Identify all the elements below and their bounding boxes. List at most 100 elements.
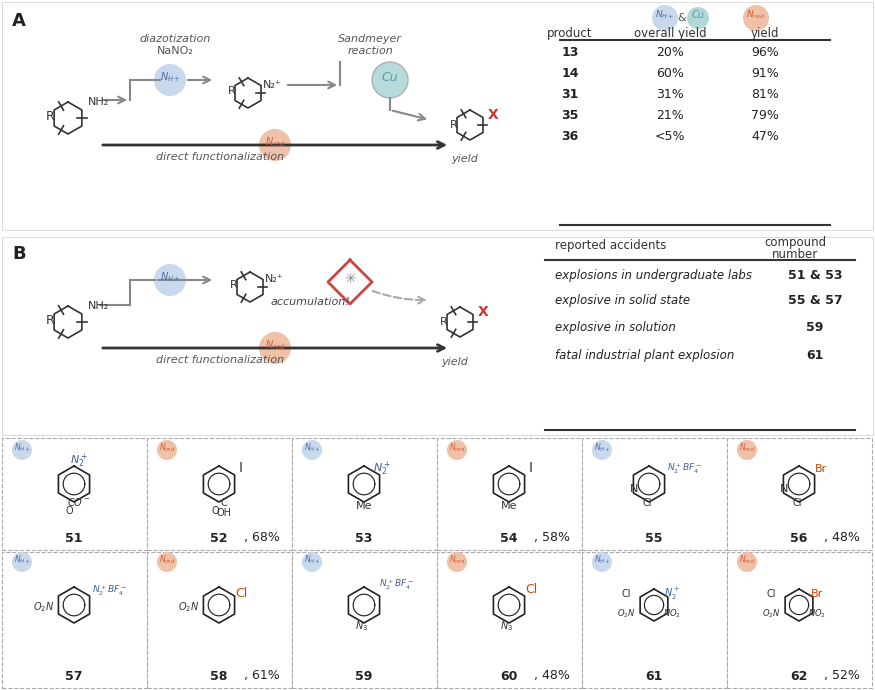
Text: $N_{H+}$: $N_{H+}$ bbox=[14, 442, 31, 454]
Text: $N_{red}$: $N_{red}$ bbox=[265, 338, 285, 352]
Text: N: N bbox=[630, 484, 638, 494]
Text: Br: Br bbox=[815, 464, 827, 474]
Circle shape bbox=[154, 264, 186, 296]
Text: R: R bbox=[230, 280, 238, 290]
Circle shape bbox=[372, 62, 408, 98]
Text: Cl: Cl bbox=[766, 589, 776, 599]
Text: 53: 53 bbox=[355, 531, 373, 544]
Text: 56: 56 bbox=[790, 531, 808, 544]
Text: Cl: Cl bbox=[525, 583, 537, 596]
Text: direct functionalization: direct functionalization bbox=[156, 152, 284, 162]
Text: Cl: Cl bbox=[642, 498, 652, 508]
Text: $N_2^+$: $N_2^+$ bbox=[70, 452, 88, 470]
Text: R: R bbox=[46, 110, 55, 123]
Text: OH: OH bbox=[216, 508, 232, 518]
Circle shape bbox=[737, 552, 757, 572]
Text: 52: 52 bbox=[210, 531, 228, 544]
Text: $N_{red}$: $N_{red}$ bbox=[449, 442, 466, 454]
Text: direct functionalization: direct functionalization bbox=[156, 355, 284, 365]
FancyBboxPatch shape bbox=[437, 552, 582, 688]
Circle shape bbox=[157, 440, 177, 460]
Text: $N_{H+}$: $N_{H+}$ bbox=[304, 442, 320, 454]
Circle shape bbox=[157, 552, 177, 572]
Text: diazotization: diazotization bbox=[139, 34, 211, 44]
Text: $N_3$: $N_3$ bbox=[355, 619, 368, 633]
Text: 79%: 79% bbox=[751, 108, 779, 121]
Text: $N_{H+}$: $N_{H+}$ bbox=[593, 554, 611, 566]
Text: overall yield: overall yield bbox=[634, 26, 706, 39]
Text: $N_{red}$: $N_{red}$ bbox=[746, 9, 766, 21]
Text: N: N bbox=[780, 484, 788, 494]
Text: $N_2^+BF_4^-$: $N_2^+BF_4^-$ bbox=[667, 462, 703, 477]
FancyBboxPatch shape bbox=[2, 2, 873, 230]
Text: 62: 62 bbox=[790, 669, 808, 682]
Text: product: product bbox=[547, 26, 592, 39]
Text: 35: 35 bbox=[562, 108, 578, 121]
Text: Me: Me bbox=[500, 501, 517, 511]
Text: 59: 59 bbox=[355, 669, 373, 682]
Circle shape bbox=[259, 332, 291, 364]
FancyBboxPatch shape bbox=[147, 438, 292, 550]
FancyBboxPatch shape bbox=[582, 438, 727, 550]
Text: 54: 54 bbox=[500, 531, 518, 544]
Circle shape bbox=[154, 64, 186, 96]
Circle shape bbox=[743, 5, 769, 31]
Text: 51: 51 bbox=[66, 531, 83, 544]
Text: 81%: 81% bbox=[751, 88, 779, 101]
Text: 21%: 21% bbox=[656, 108, 684, 121]
Circle shape bbox=[447, 440, 467, 460]
Text: R: R bbox=[46, 313, 55, 326]
Circle shape bbox=[592, 440, 612, 460]
Text: yield: yield bbox=[442, 357, 468, 367]
Text: , 61%: , 61% bbox=[244, 669, 280, 682]
Text: N₂⁺: N₂⁺ bbox=[265, 274, 284, 284]
Circle shape bbox=[12, 552, 32, 572]
Text: I: I bbox=[529, 461, 533, 475]
Circle shape bbox=[592, 552, 612, 572]
Text: ✳: ✳ bbox=[344, 272, 356, 286]
Text: compound: compound bbox=[764, 235, 826, 248]
Text: 51 & 53: 51 & 53 bbox=[788, 268, 843, 282]
Text: Cl: Cl bbox=[792, 498, 802, 508]
Text: R: R bbox=[450, 120, 458, 130]
Text: $N_{H+}$: $N_{H+}$ bbox=[593, 442, 611, 454]
Circle shape bbox=[12, 440, 32, 460]
Text: X: X bbox=[488, 108, 499, 122]
Text: &: & bbox=[677, 13, 686, 23]
Text: 96%: 96% bbox=[751, 46, 779, 59]
Text: Cu: Cu bbox=[382, 70, 398, 83]
Text: accumulation!: accumulation! bbox=[270, 297, 350, 307]
Text: $O_2N$: $O_2N$ bbox=[617, 608, 635, 620]
Text: NH₂: NH₂ bbox=[88, 301, 109, 311]
FancyBboxPatch shape bbox=[727, 552, 872, 688]
Text: 55 & 57: 55 & 57 bbox=[788, 293, 843, 306]
Text: N₂⁺: N₂⁺ bbox=[263, 80, 282, 90]
Text: $N_{red}$: $N_{red}$ bbox=[738, 554, 755, 566]
FancyBboxPatch shape bbox=[147, 552, 292, 688]
FancyBboxPatch shape bbox=[292, 552, 437, 688]
Text: 14: 14 bbox=[561, 66, 578, 79]
Circle shape bbox=[302, 552, 322, 572]
Text: reported accidents: reported accidents bbox=[555, 239, 667, 251]
FancyBboxPatch shape bbox=[727, 438, 872, 550]
Text: 55: 55 bbox=[645, 531, 662, 544]
Text: , 58%: , 58% bbox=[534, 531, 570, 544]
Text: $O_2N$: $O_2N$ bbox=[178, 600, 200, 614]
Text: 91%: 91% bbox=[751, 66, 779, 79]
Text: 59: 59 bbox=[807, 320, 823, 333]
Text: $N_{H+}$: $N_{H+}$ bbox=[160, 70, 180, 84]
Text: $N_{H+}$: $N_{H+}$ bbox=[655, 9, 675, 21]
Text: , 52%: , 52% bbox=[824, 669, 860, 682]
Text: 31: 31 bbox=[562, 88, 578, 101]
Text: number: number bbox=[772, 248, 818, 261]
Text: yield: yield bbox=[452, 154, 479, 164]
Text: , 48%: , 48% bbox=[534, 669, 570, 682]
FancyBboxPatch shape bbox=[2, 438, 147, 550]
FancyBboxPatch shape bbox=[582, 552, 727, 688]
Text: $N_{red}$: $N_{red}$ bbox=[158, 442, 175, 454]
Text: $NO_2$: $NO_2$ bbox=[663, 608, 681, 620]
Circle shape bbox=[687, 7, 709, 29]
Text: , 68%: , 68% bbox=[244, 531, 280, 544]
Text: $N_{H+}$: $N_{H+}$ bbox=[304, 554, 320, 566]
Text: $N_{red}$: $N_{red}$ bbox=[449, 554, 466, 566]
